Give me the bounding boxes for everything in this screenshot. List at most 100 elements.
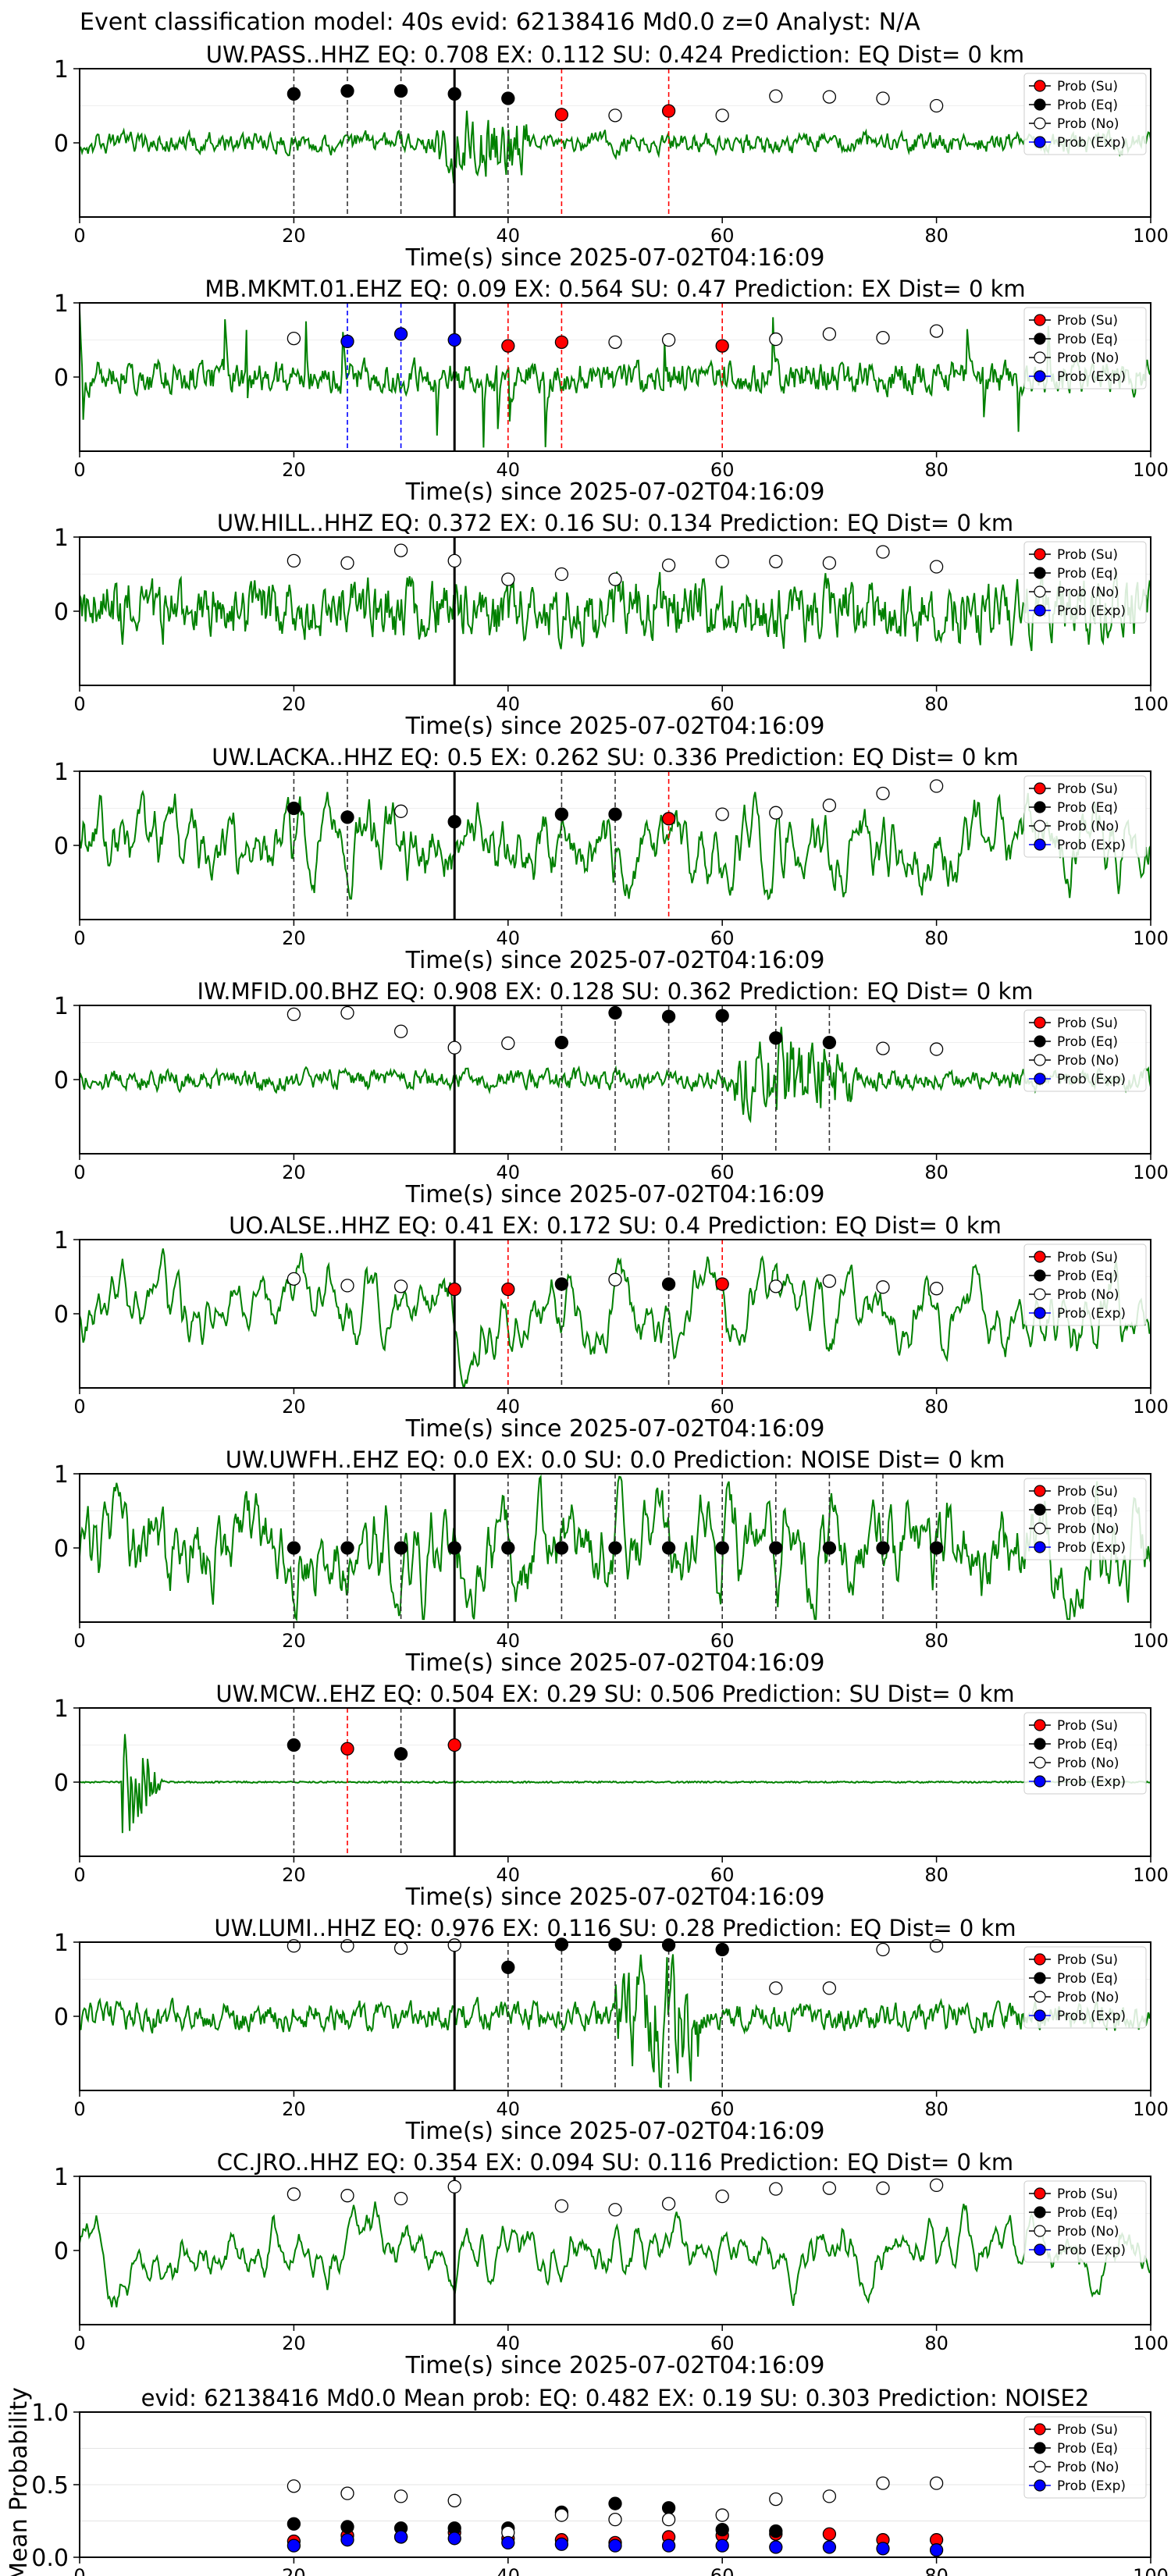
legend-label: Prob (Exp) [1057,1540,1126,1556]
mean-prob-no-point [769,2492,783,2507]
prob-su-point [554,108,569,122]
legend-exp-marker [1034,1775,1046,1788]
legend-label: Prob (Eq) [1057,800,1118,816]
prob-no-point [715,2189,729,2204]
prob-no-point [929,560,944,574]
legend-label: Prob (Su) [1057,781,1118,797]
prob-no-point [769,1279,783,1293]
prob-no-point [287,1007,301,1022]
legend-exp-marker [1034,604,1046,617]
prob-eq-point [822,1541,837,1555]
prob-no-point [929,1282,944,1296]
y-tick-label: 0 [54,130,69,158]
legend-no-marker [1034,2460,1046,2473]
prob-eq-point [661,1009,676,1023]
legend-label: Prob (Exp) [1057,135,1126,151]
mean-prob-no-point [876,2476,890,2490]
legend-exp-marker [1034,1307,1046,1319]
x-tick-label: 60 [710,927,735,949]
prob-eq-point [608,1937,622,1952]
prob-eq-point [287,87,301,101]
station-panel: UW.LUMI..HHZ EQ: 0.976 EX: 0.116 SU: 0.2… [54,1915,1169,2145]
prob-no-point [393,1941,408,1955]
legend-label: Prob (Su) [1057,1250,1118,1265]
prob-eq-point [715,1009,729,1023]
waveform-trace [79,568,1151,652]
y-tick-label: 0 [54,833,69,860]
prob-exp-point [393,327,408,341]
prob-no-point [876,1942,890,1957]
prob-eq-point [876,1541,890,1555]
legend-label: Prob (Su) [1057,547,1118,563]
prob-no-point [769,2182,783,2196]
mean-prob-exp-point [661,2539,676,2553]
x-tick-label: 0 [73,1396,85,1418]
y-tick-label: 1 [54,759,69,786]
prob-no-point [393,804,408,818]
mean-prob-no-point [715,2508,729,2522]
x-tick-label: 40 [497,459,521,481]
x-tick-label: 20 [282,927,306,949]
legend-eq-marker [1034,1035,1046,1048]
prob-eq-point [769,1031,783,1045]
prob-su-point [501,339,515,353]
x-tick-label: 40 [497,693,521,715]
prob-no-point [876,545,890,559]
prob-no-point [287,1272,301,1286]
prob-no-point [608,2203,622,2217]
prob-eq-point [393,1541,408,1555]
prob-su-point [501,1283,515,1297]
x-axis-label: Time(s) since 2025-07-02T04:16:09 [405,2118,825,2145]
legend-eq-marker [1034,1503,1046,1516]
legend-eq-marker [1034,2442,1046,2454]
x-tick-label: 40 [497,1396,521,1418]
legend-label: Prob (Eq) [1057,2441,1118,2457]
prob-no-point [876,1280,890,1294]
legend-su-marker [1034,2187,1046,2200]
prob-eq-point [661,1938,676,1952]
prob-no-point [661,558,676,572]
x-axis-label: Time(s) since 2025-07-02T04:16:09 [405,713,825,740]
x-tick-label: 20 [282,1396,306,1418]
waveform-trace [79,1954,1151,2089]
station-panel: MB.MKMT.01.EHZ EQ: 0.09 EX: 0.564 SU: 0.… [54,276,1169,506]
y-tick-label: 1 [54,1930,69,1957]
mean-prob-su-point [822,2527,837,2541]
mean-prob-exp-point [340,2533,354,2547]
waveform-trace [79,1734,1151,1834]
x-axis-label: Time(s) since 2025-07-02T04:16:09 [405,1415,825,1443]
prob-no-point [715,109,729,123]
legend-label: Prob (Exp) [1057,838,1126,853]
legend-exp-marker [1034,2243,1046,2256]
legend-no-marker [1034,1756,1046,1769]
legend-eq-marker [1034,1738,1046,1750]
prob-eq-point [608,807,622,821]
prob-su-point [447,1283,461,1297]
x-tick-label: 20 [282,2332,306,2354]
prob-no-point [393,1024,408,1038]
prob-no-point [447,1041,461,1055]
legend-box [1023,307,1147,390]
prob-no-point [822,1981,837,1995]
prob-no-point [608,572,622,586]
x-tick-label: 100 [1133,693,1169,715]
legend-label: Prob (Su) [1057,1718,1118,1734]
prob-eq-point [929,1541,944,1555]
panel-title: UW.LUMI..HHZ EQ: 0.976 EX: 0.116 SU: 0.2… [214,1915,1016,1941]
station-panel: UW.HILL..HHZ EQ: 0.372 EX: 0.16 SU: 0.13… [54,510,1169,740]
legend-no-marker [1034,117,1046,130]
legend-su-marker [1034,1251,1046,1263]
x-tick-label: 0 [73,2332,85,2354]
waveform-trace [79,308,1151,448]
legend-exp-marker [1034,136,1046,148]
x-tick-label: 0 [73,1630,85,1652]
x-tick-label: 100 [1133,927,1169,949]
prob-no-point [822,799,837,813]
prob-eq-point [447,87,461,101]
prob-no-point [822,90,837,104]
x-axis-label: Time(s) since 2025-07-02T04:16:09 [405,479,825,506]
legend-label: Prob (Eq) [1057,332,1118,347]
legend-eq-marker [1034,333,1046,345]
prob-su-point [661,812,676,826]
prob-no-point [769,1981,783,1995]
